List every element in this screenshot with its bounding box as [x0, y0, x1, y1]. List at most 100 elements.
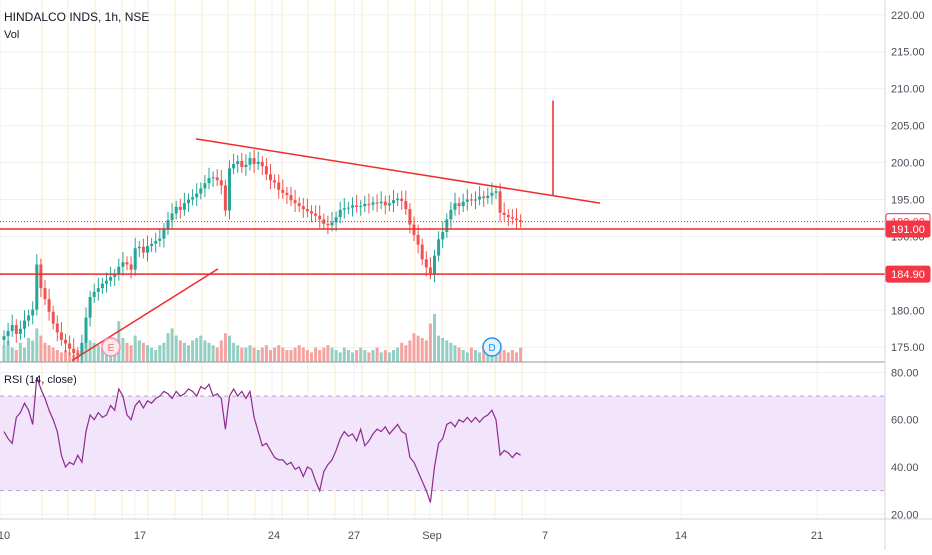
candle-body[interactable] — [297, 203, 301, 207]
candle-body[interactable] — [64, 339, 67, 344]
candle-body[interactable] — [35, 264, 39, 310]
candle-body[interactable] — [424, 259, 428, 268]
candle-body[interactable] — [211, 177, 215, 179]
candle-body[interactable] — [92, 291, 96, 297]
volume-legend[interactable]: Vol — [4, 29, 19, 41]
candle-body[interactable] — [51, 311, 55, 324]
candle-body[interactable] — [88, 296, 92, 318]
candle-body[interactable] — [400, 198, 404, 201]
candle-body[interactable] — [166, 220, 170, 230]
candle-body[interactable] — [404, 200, 408, 210]
candle-body[interactable] — [387, 203, 391, 206]
candle-body[interactable] — [519, 220, 523, 222]
symbol-title[interactable]: HINDALCO INDS, 1h, NSE — [4, 10, 149, 24]
candle-body[interactable] — [6, 330, 10, 337]
candle-body[interactable] — [408, 209, 412, 225]
candle-body[interactable] — [219, 180, 223, 186]
candle-body[interactable] — [150, 243, 154, 247]
candle-body[interactable] — [281, 189, 285, 193]
candle-body[interactable] — [232, 164, 236, 169]
candle-body[interactable] — [486, 195, 490, 198]
candle-body[interactable] — [199, 188, 203, 194]
candle-body[interactable] — [474, 199, 477, 201]
candle-body[interactable] — [252, 158, 256, 165]
candle-body[interactable] — [420, 244, 424, 260]
ascending-trendline[interactable] — [71, 268, 219, 362]
candle-body[interactable] — [498, 191, 502, 213]
candle-body[interactable] — [293, 200, 297, 204]
candle-body[interactable] — [27, 315, 31, 321]
candle-body[interactable] — [240, 161, 244, 167]
candle-body[interactable] — [113, 274, 117, 278]
candle-body[interactable] — [506, 214, 510, 218]
candle-body[interactable] — [244, 164, 248, 167]
candle-body[interactable] — [379, 201, 383, 204]
candle-body[interactable] — [371, 202, 375, 205]
candle-body[interactable] — [330, 222, 334, 226]
candle-body[interactable] — [359, 206, 363, 208]
candle-body[interactable] — [121, 262, 125, 267]
candle-body[interactable] — [355, 205, 359, 207]
candle-body[interactable] — [100, 283, 104, 289]
candle-body[interactable] — [515, 218, 518, 221]
candle-body[interactable] — [428, 267, 432, 274]
candle-body[interactable] — [396, 198, 400, 201]
candle-body[interactable] — [96, 288, 100, 292]
candle-body[interactable] — [342, 208, 346, 210]
candle-body[interactable] — [236, 161, 240, 165]
candle-body[interactable] — [482, 196, 486, 198]
candle-body[interactable] — [59, 332, 63, 340]
candle-body[interactable] — [178, 206, 182, 210]
candle-body[interactable] — [478, 196, 482, 200]
candle-body[interactable] — [137, 246, 141, 249]
candle-body[interactable] — [187, 199, 190, 204]
candle-body[interactable] — [23, 320, 26, 329]
candle-body[interactable] — [129, 264, 133, 270]
candle-body[interactable] — [31, 309, 35, 316]
candle-body[interactable] — [248, 158, 252, 165]
candle-body[interactable] — [392, 200, 395, 204]
candle-body[interactable] — [322, 219, 326, 224]
candle-body[interactable] — [326, 223, 330, 226]
candle-body[interactable] — [301, 206, 305, 210]
candle-body[interactable] — [256, 161, 260, 165]
candle-body[interactable] — [494, 191, 498, 193]
candle-body[interactable] — [39, 264, 43, 289]
candle-body[interactable] — [285, 192, 289, 196]
candle-body[interactable] — [117, 266, 121, 275]
candle-body[interactable] — [55, 323, 59, 333]
candle-body[interactable] — [141, 246, 145, 253]
candle-body[interactable] — [461, 201, 465, 207]
candle-body[interactable] — [105, 280, 108, 284]
candle-body[interactable] — [269, 174, 272, 181]
candle-body[interactable] — [338, 209, 342, 218]
candle-body[interactable] — [334, 217, 338, 223]
candle-body[interactable] — [182, 203, 186, 210]
candle-body[interactable] — [305, 209, 309, 212]
candle-body[interactable] — [289, 195, 293, 201]
candle-body[interactable] — [223, 185, 227, 211]
candle-body[interactable] — [502, 212, 506, 215]
candle-body[interactable] — [14, 325, 18, 334]
candle-body[interactable] — [273, 180, 277, 183]
candle-body[interactable] — [260, 161, 264, 167]
candle-body[interactable] — [363, 203, 367, 207]
candle-body[interactable] — [277, 182, 281, 190]
candle-body[interactable] — [375, 202, 379, 204]
candle-body[interactable] — [433, 255, 436, 274]
price-badge[interactable]: 191.00 — [885, 220, 931, 238]
descending-trendline[interactable] — [195, 138, 601, 204]
candle-body[interactable] — [351, 205, 354, 208]
rsi-line[interactable] — [3, 376, 521, 503]
candle-body[interactable] — [416, 234, 420, 245]
candle-body[interactable] — [228, 168, 231, 211]
candle-body[interactable] — [457, 203, 461, 207]
candle-body[interactable] — [469, 199, 473, 201]
candle-body[interactable] — [80, 342, 84, 355]
candle-body[interactable] — [68, 343, 72, 349]
rsi-legend[interactable]: RSI (14, close) — [4, 374, 77, 386]
candle-body[interactable] — [453, 203, 457, 210]
candle-body[interactable] — [203, 183, 207, 189]
